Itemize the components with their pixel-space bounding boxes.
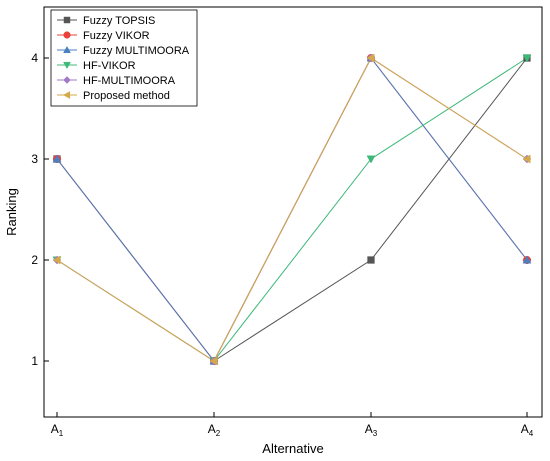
y-tick-label: 4	[31, 51, 38, 65]
legend-label: Fuzzy VIKOR	[83, 30, 150, 42]
series-markers	[52, 53, 532, 366]
legend-box	[50, 9, 198, 107]
legend-label: Fuzzy MULTIMOORA	[83, 45, 190, 57]
legend-marker	[63, 45, 71, 54]
legend: Fuzzy TOPSIS Fuzzy VIKOR Fuzzy MULTIMOORA H…	[50, 9, 198, 107]
x-tick-label: A1	[51, 422, 64, 438]
legend-label: HF-VIKOR	[83, 60, 136, 72]
data-point	[209, 356, 218, 366]
data-point	[366, 155, 376, 164]
x-tick-label: A2	[208, 422, 221, 438]
y-axis-title: Ranking	[4, 188, 19, 236]
data-point	[522, 255, 532, 264]
y-axis: 1 2 3 4	[31, 51, 49, 368]
data-point	[367, 256, 375, 264]
y-tick-label: 1	[31, 354, 38, 368]
data-point	[52, 255, 61, 265]
data-point	[522, 154, 531, 164]
legend-marker	[63, 16, 71, 24]
y-tick-label: 2	[31, 253, 38, 267]
x-tick-label: A4	[521, 422, 534, 438]
x-tick-label: A3	[365, 422, 378, 438]
legend-marker	[62, 91, 71, 99]
legend-marker	[63, 61, 71, 70]
data-point	[366, 53, 375, 63]
legend-label: Proposed method	[83, 90, 170, 102]
legend-label: HF-MULTIMOORA	[83, 75, 176, 87]
legend-marker	[63, 76, 71, 84]
series-line-5	[56, 57, 528, 362]
series-lines	[56, 57, 528, 362]
plot-frame	[43, 6, 543, 418]
x-axis-title: Alternative	[262, 441, 323, 456]
legend-label: Fuzzy TOPSIS	[83, 15, 155, 27]
data-point	[52, 154, 62, 163]
data-point	[522, 54, 532, 63]
x-axis: A1 A2 A3 A4	[51, 412, 534, 438]
y-tick-label: 3	[31, 152, 38, 166]
legend-marker	[63, 31, 71, 39]
